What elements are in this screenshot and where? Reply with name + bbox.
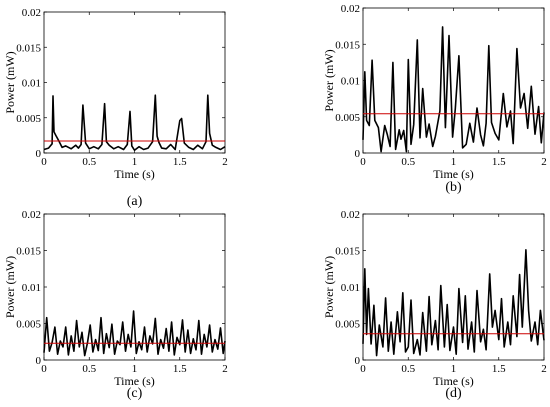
y-tick-label: 0.015 bbox=[335, 39, 360, 51]
x-tick-label: 0 bbox=[41, 156, 47, 168]
y-tick-label: 0.005 bbox=[335, 112, 360, 124]
x-tick-label: 1.5 bbox=[492, 156, 506, 168]
x-tick-label: 0 bbox=[41, 363, 47, 375]
y-tick-label: 0.015 bbox=[16, 246, 41, 258]
y-tick-label: 0 bbox=[36, 355, 42, 367]
y-tick-label: 0.01 bbox=[341, 76, 360, 88]
power-trace bbox=[43, 310, 226, 357]
plot-frame bbox=[43, 11, 226, 154]
panel-d: 0 0.5 1 1.5 2 0 0.005 0.01 0.015 0.02 Time (s) Powe… bbox=[322, 209, 547, 401]
panel-label: (c) bbox=[127, 386, 143, 401]
x-tick-label: 1.5 bbox=[173, 363, 187, 375]
x-tick-label: 1 bbox=[132, 363, 138, 375]
x-axis-label: Time (s) bbox=[114, 167, 155, 181]
y-tick-label: 0.02 bbox=[22, 7, 41, 19]
y-tick-label: 0.02 bbox=[22, 209, 41, 221]
x-tick-label: 0 bbox=[360, 363, 366, 375]
panel-label: (b) bbox=[445, 180, 462, 195]
panel-label: (a) bbox=[127, 194, 143, 209]
y-axis-label: Power (mW) bbox=[3, 256, 17, 318]
y-axis-label: Power (mW) bbox=[322, 256, 336, 318]
y-tick-label: 0.02 bbox=[341, 3, 360, 15]
y-axis-label: Power (mW) bbox=[3, 51, 17, 113]
y-tick-label: 0.015 bbox=[16, 42, 41, 54]
power-trace bbox=[362, 249, 545, 357]
y-tick-label: 0.01 bbox=[22, 282, 41, 294]
y-tick-label: 0.005 bbox=[16, 319, 41, 331]
x-tick-label: 2 bbox=[541, 156, 547, 168]
x-axis-label: Time (s) bbox=[433, 167, 474, 181]
y-tick-label: 0.005 bbox=[335, 319, 360, 331]
y-tick-label: 0.02 bbox=[341, 209, 360, 221]
x-tick-label: 0.5 bbox=[401, 156, 415, 168]
x-tick-label: 0.5 bbox=[401, 363, 415, 375]
x-tick-label: 0.5 bbox=[82, 363, 96, 375]
x-tick-label: 2 bbox=[222, 363, 228, 375]
x-axis-label: Time (s) bbox=[433, 374, 474, 388]
y-tick-label: 0 bbox=[355, 148, 361, 160]
x-tick-label: 1.5 bbox=[492, 363, 506, 375]
y-tick-label: 0.015 bbox=[335, 246, 360, 258]
x-tick-label: 1 bbox=[451, 156, 457, 168]
x-tick-label: 2 bbox=[222, 156, 228, 168]
x-tick-label: 1.5 bbox=[173, 156, 187, 168]
panel-a: 0 0.5 1 1.5 2 0 0.005 0.01 0.015 0.02 Time (s) Powe… bbox=[3, 7, 228, 209]
x-tick-label: 2 bbox=[541, 363, 547, 375]
panel-c: 0 0.5 1 1.5 2 0 0.005 0.01 0.015 0.02 Time (s) Powe… bbox=[3, 209, 228, 401]
y-axis-label: Power (mW) bbox=[322, 49, 336, 111]
x-tick-label: 1 bbox=[132, 156, 138, 168]
x-tick-label: 0 bbox=[360, 156, 366, 168]
x-tick-label: 1 bbox=[451, 363, 457, 375]
x-axis-label: Time (s) bbox=[114, 374, 155, 388]
panel-label: (d) bbox=[445, 386, 462, 401]
y-tick-label: 0.01 bbox=[22, 78, 41, 90]
y-tick-label: 0 bbox=[36, 148, 42, 160]
y-tick-label: 0.005 bbox=[16, 113, 41, 125]
y-tick-label: 0.01 bbox=[341, 282, 360, 294]
y-tick-label: 0 bbox=[355, 355, 361, 367]
panel-b: 0 0.5 1 1.5 2 0 0.005 0.01 0.015 0.02 Time (s) Powe… bbox=[322, 3, 547, 195]
x-tick-label: 0.5 bbox=[82, 156, 96, 168]
power-trace bbox=[362, 26, 545, 153]
power-trace bbox=[43, 94, 226, 151]
